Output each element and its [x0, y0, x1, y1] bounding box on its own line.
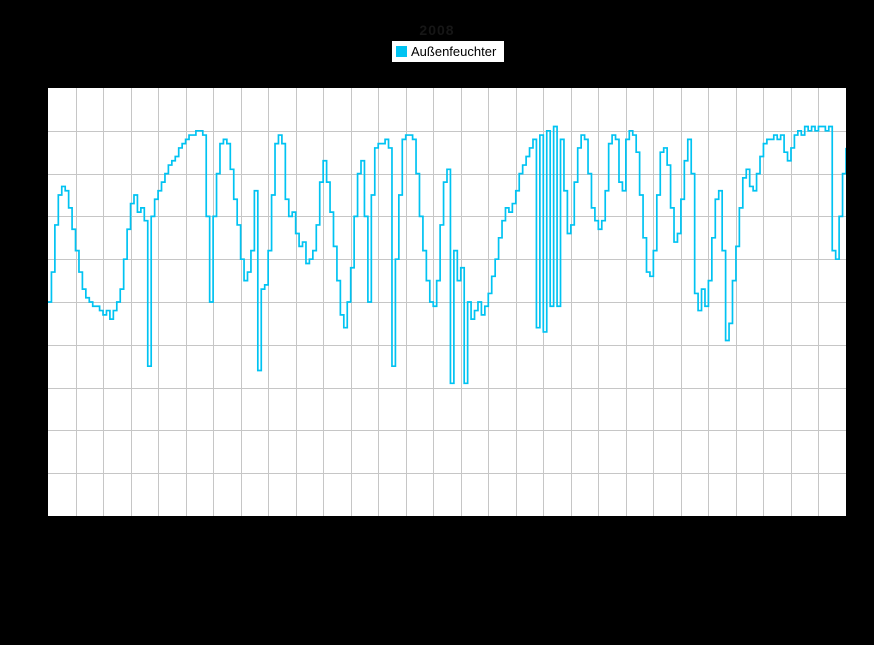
plot-area — [47, 87, 847, 517]
humidity-line — [48, 125, 846, 385]
legend: Außenfeuchter — [391, 40, 506, 63]
legend-swatch-icon — [396, 46, 407, 57]
chart-title: 2008 — [419, 22, 455, 38]
legend-label: Außenfeuchter — [411, 44, 497, 59]
humidity-chart — [48, 88, 846, 516]
